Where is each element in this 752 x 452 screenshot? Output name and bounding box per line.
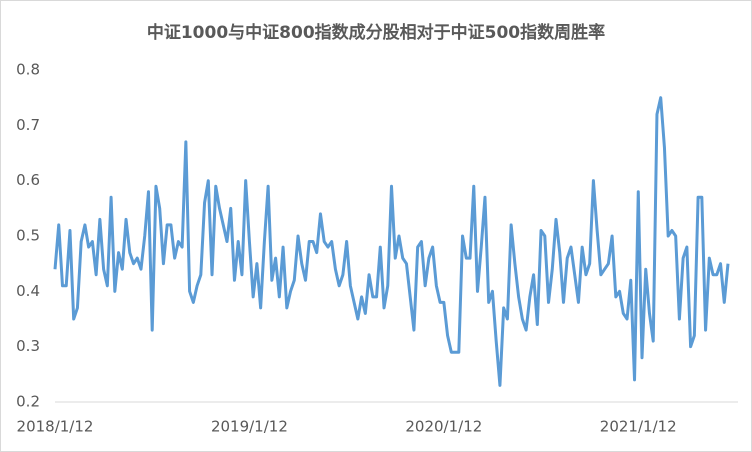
x-tick-label: 2021/1/12 (600, 418, 677, 436)
y-tick-label: 0.3 (16, 337, 40, 355)
y-tick-label: 0.2 (16, 393, 40, 411)
x-tick-label: 2019/1/12 (211, 418, 288, 436)
y-tick-label: 0.4 (16, 282, 40, 300)
y-tick-label: 0.6 (16, 171, 40, 189)
y-tick-label: 0.5 (16, 227, 40, 245)
data-line (53, 96, 730, 387)
chart-title: 中证1000与中证800指数成分股相对于中证500指数周胜率 (147, 22, 605, 43)
x-tick-label: 2020/1/12 (405, 418, 482, 436)
x-tick-label: 2018/1/12 (17, 418, 94, 436)
y-tick-label: 0.8 (16, 61, 40, 79)
y-tick-label: 0.7 (16, 116, 40, 134)
